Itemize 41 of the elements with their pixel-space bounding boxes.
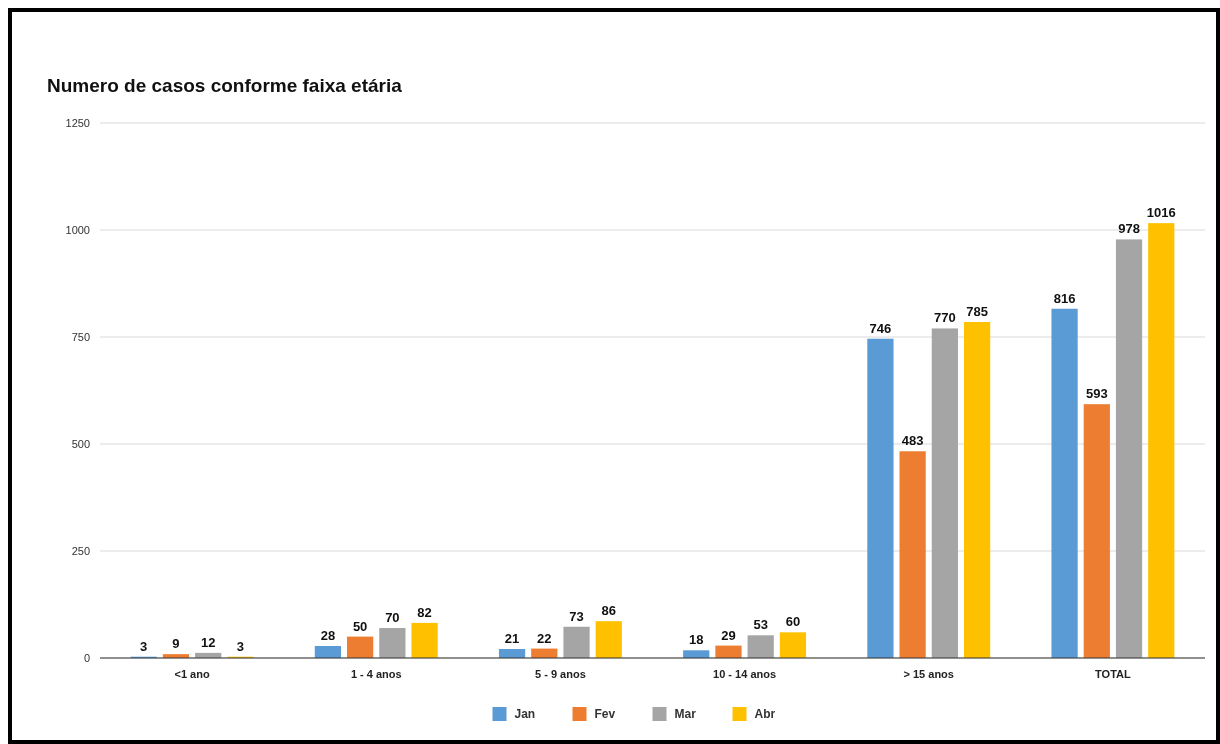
x-tick-label: > 15 anos [903,668,954,680]
data-label: 593 [1085,386,1108,402]
data-label: 18 [689,632,704,648]
y-tick-label: 500 [71,437,90,450]
x-tick-label: TOTAL [1095,668,1132,680]
legend-label: Jan [514,707,536,722]
data-label: 73 [569,608,584,624]
y-tick-label: 750 [71,330,90,343]
x-tick-label: 1 - 4 anos [350,668,402,680]
x-tick-label: <1 ano [174,668,210,680]
data-label: 746 [869,320,892,336]
data-label: 86 [601,603,616,619]
data-label: 29 [721,627,736,643]
y-tick-label: 250 [71,544,90,557]
data-label: 9 [172,636,180,652]
data-label: 770 [934,310,956,326]
y-tick-label: 1000 [65,223,90,236]
data-label: 50 [352,618,368,634]
legend-label: Mar [674,707,697,722]
data-label: 60 [785,614,801,630]
legend-label: Fev [594,707,616,722]
data-label: 22 [537,630,552,646]
x-tick-label: 10 - 14 anos [713,668,777,680]
data-label: 53 [753,617,768,633]
x-tick-label: 5 - 9 anos [535,668,586,680]
data-label: 12 [200,634,216,650]
data-label: 785 [966,304,988,320]
data-label: 28 [320,628,336,644]
data-label: 483 [901,433,924,449]
chart-title: Numero de casos conforme faixa etária [47,75,403,96]
y-tick-label: 1250 [65,116,90,129]
legend-label: Abr [754,707,776,722]
data-label: 3 [236,638,245,654]
data-label: 1016 [1146,205,1176,221]
data-label: 816 [1053,290,1076,306]
data-label: 3 [140,638,148,654]
y-tick-label: 0 [83,651,90,664]
data-label: 82 [417,604,432,620]
data-label: 70 [385,610,400,626]
data-label: 21 [504,631,520,647]
data-label: 978 [1118,221,1140,237]
